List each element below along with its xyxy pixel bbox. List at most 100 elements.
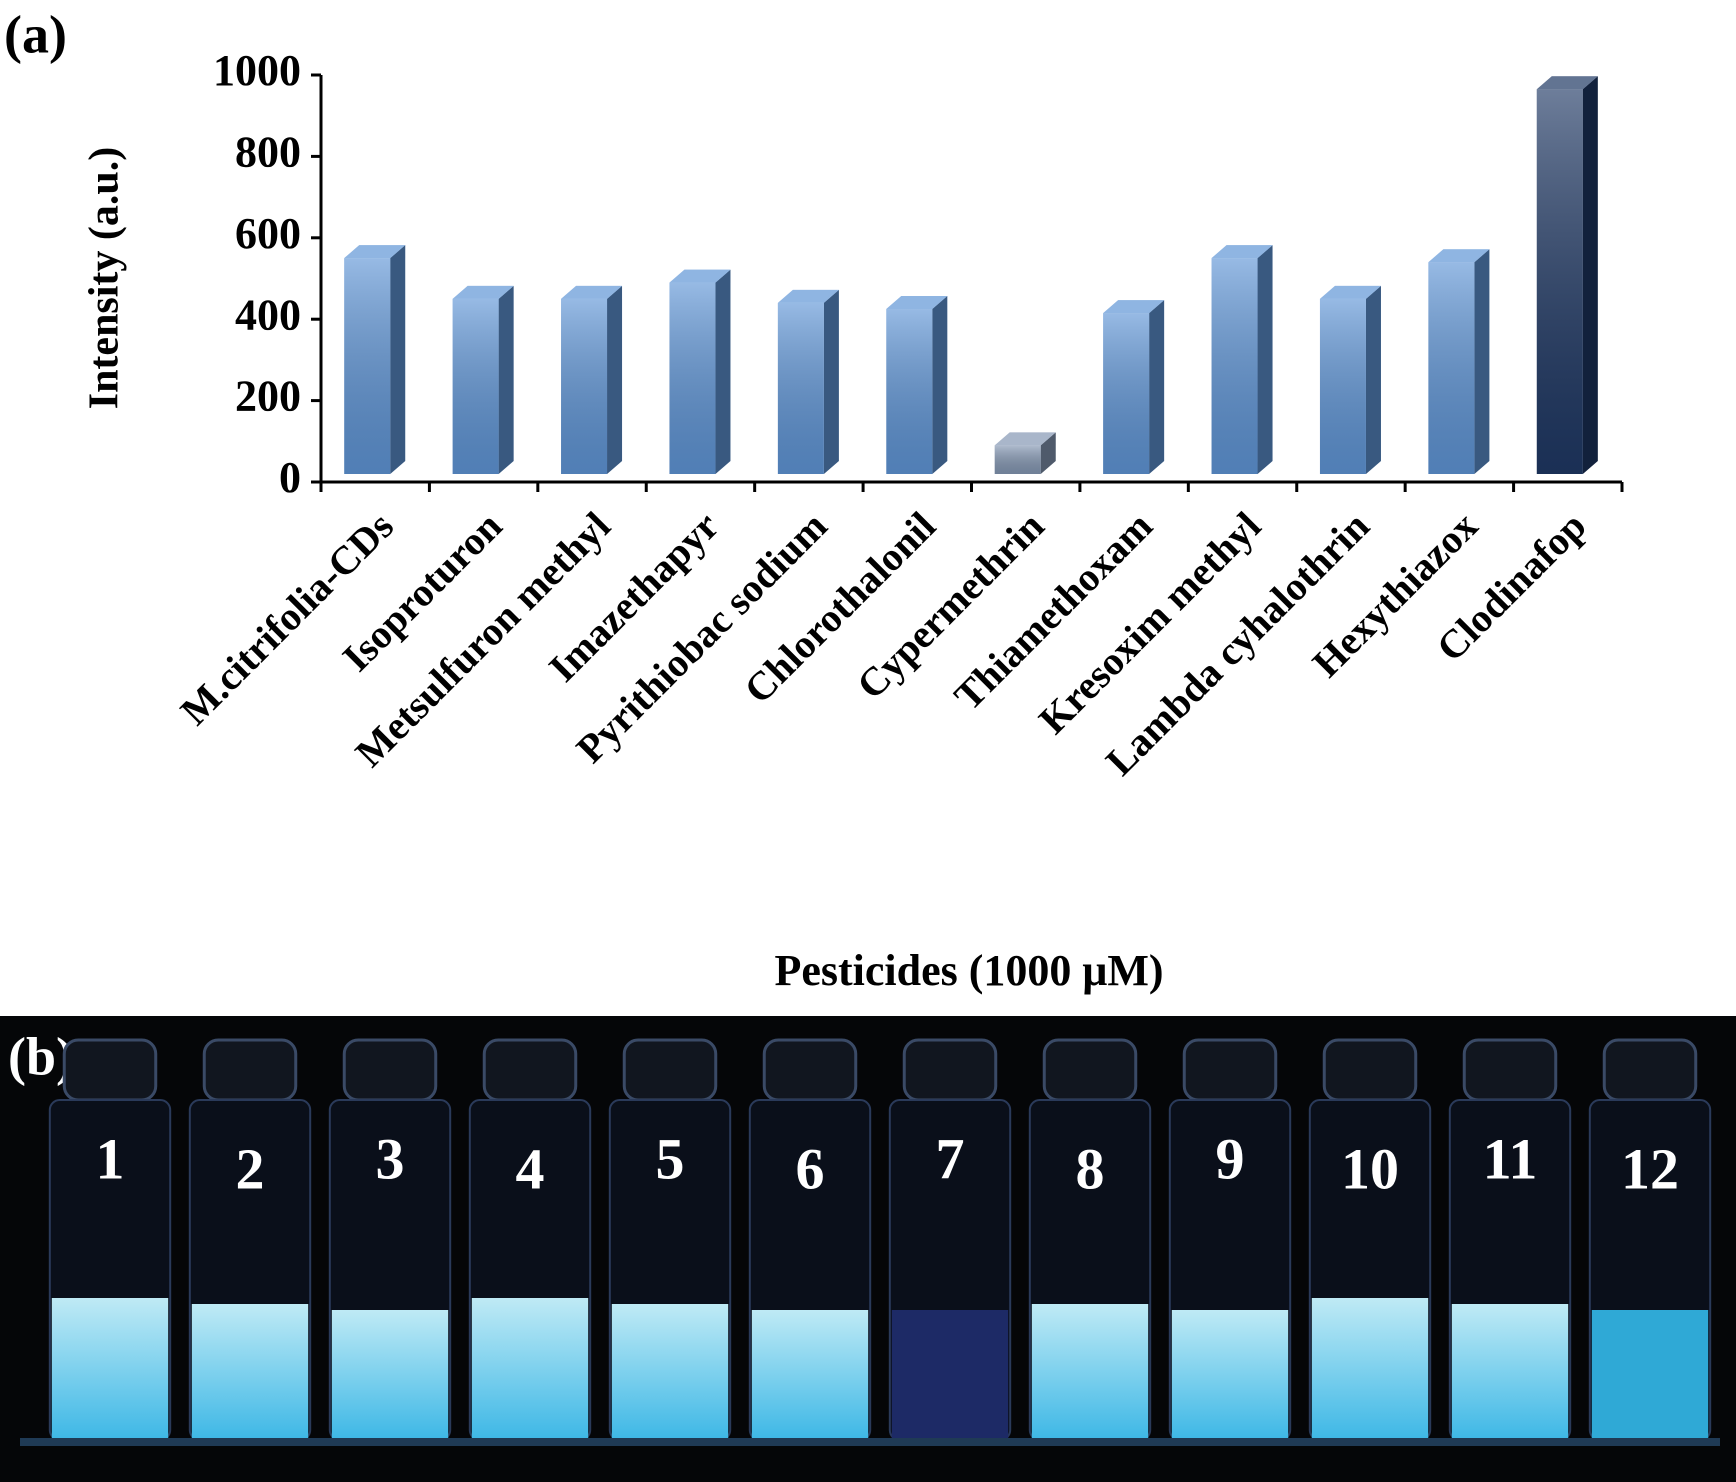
vial-liquid bbox=[1031, 1304, 1149, 1438]
bar-top-shade bbox=[1211, 245, 1273, 259]
vial-label: 6 bbox=[796, 1136, 825, 1201]
bar-top bbox=[561, 285, 623, 299]
bar-shine bbox=[1536, 89, 1583, 475]
bar-top-shade bbox=[1536, 76, 1598, 90]
bar-side-shade bbox=[390, 245, 406, 474]
bar-top-shade bbox=[452, 285, 514, 299]
vial-cap bbox=[622, 1038, 718, 1102]
x-axis-title: Pesticides (1000 μM) bbox=[774, 946, 1163, 995]
bar-side-shade bbox=[1474, 249, 1490, 474]
vial-label: 7 bbox=[936, 1126, 965, 1191]
bar-side-shade bbox=[932, 296, 948, 474]
vial-cap bbox=[1042, 1038, 1138, 1102]
vial-label: 9 bbox=[1216, 1126, 1245, 1191]
y-tick-label: 600 bbox=[235, 209, 301, 258]
vial-cap bbox=[1602, 1038, 1698, 1102]
bar-shine bbox=[1428, 262, 1475, 474]
bar-top-shade bbox=[1428, 249, 1490, 263]
bar-side-shade bbox=[1040, 432, 1056, 474]
bar-side-shade bbox=[1582, 76, 1598, 475]
bar-shine bbox=[777, 302, 824, 474]
bar-top bbox=[452, 285, 514, 299]
vial-cap bbox=[62, 1038, 158, 1102]
bar-shine bbox=[344, 258, 391, 474]
bar-side bbox=[932, 296, 948, 474]
bar-side-shade bbox=[1257, 245, 1273, 474]
bar-top bbox=[994, 432, 1056, 446]
y-tick-label: 0 bbox=[279, 453, 301, 502]
vial-label: 4 bbox=[516, 1136, 545, 1201]
vials: 1 2 3 4 5 6 7 8 9 10 11 12 bbox=[20, 1038, 1720, 1446]
bar-side bbox=[1365, 285, 1381, 474]
bar-side bbox=[390, 245, 406, 474]
bar-side bbox=[498, 285, 514, 474]
bar-side-shade bbox=[1365, 285, 1381, 474]
bar-shine bbox=[669, 282, 716, 474]
bar-shine bbox=[886, 309, 933, 474]
bar-top bbox=[1536, 76, 1598, 90]
vial-liquid bbox=[611, 1304, 729, 1438]
vial-cap bbox=[202, 1038, 298, 1102]
bar-top bbox=[1211, 245, 1273, 259]
bar-side-shade bbox=[607, 285, 623, 474]
bar-top bbox=[1103, 300, 1165, 314]
x-tick-label: Chlorothalonil bbox=[735, 503, 944, 712]
vial-liquid bbox=[1451, 1304, 1569, 1438]
vial-label: 3 bbox=[376, 1126, 405, 1191]
vial-cap bbox=[1462, 1038, 1558, 1102]
bar-side bbox=[1474, 249, 1490, 474]
bar-top-shade bbox=[886, 296, 948, 310]
vial-liquid bbox=[891, 1310, 1009, 1438]
bar-top-shade bbox=[1103, 300, 1165, 314]
bar-top-shade bbox=[994, 432, 1056, 446]
vial-liquid bbox=[51, 1298, 169, 1438]
vial-cap bbox=[482, 1038, 578, 1102]
bar-side bbox=[1040, 432, 1056, 474]
bar-top-shade bbox=[669, 269, 731, 283]
vial-liquid bbox=[331, 1310, 449, 1438]
y-axis-title: Intensity (a.u.) bbox=[82, 147, 128, 410]
bar-shine bbox=[1319, 298, 1366, 474]
bar-top bbox=[777, 289, 839, 303]
bar-side-shade bbox=[498, 285, 514, 474]
bar-shine bbox=[452, 298, 499, 474]
bar-shine bbox=[1211, 258, 1258, 474]
bar-side-shade bbox=[1149, 300, 1165, 474]
bar-side-shade bbox=[715, 269, 731, 474]
vial-liquid bbox=[471, 1298, 589, 1438]
bar-side-shade bbox=[823, 289, 839, 474]
bar-side bbox=[823, 289, 839, 474]
x-tick-label: Cypermethrin bbox=[848, 503, 1053, 708]
vial-label: 11 bbox=[1483, 1126, 1538, 1191]
bar-shine bbox=[1103, 313, 1150, 474]
bar-side bbox=[1257, 245, 1273, 474]
bar-top bbox=[344, 245, 406, 259]
bar-side bbox=[715, 269, 731, 474]
plot: 02004006008001000M.citrifolia-CDsIsoprot… bbox=[172, 46, 1624, 784]
bar-top-shade bbox=[561, 285, 623, 299]
bar-side bbox=[1149, 300, 1165, 474]
bar-top bbox=[886, 296, 948, 310]
vial-label: 1 bbox=[96, 1126, 125, 1191]
vial-cap bbox=[342, 1038, 438, 1102]
vial-cap bbox=[762, 1038, 858, 1102]
vial-label: 12 bbox=[1621, 1136, 1679, 1201]
vial-cap bbox=[902, 1038, 998, 1102]
y-tick-label: 200 bbox=[235, 372, 301, 421]
y-tick-label: 1000 bbox=[213, 46, 301, 95]
bar-top bbox=[669, 269, 731, 283]
vial-cap bbox=[1182, 1038, 1278, 1102]
vial-label: 5 bbox=[656, 1126, 685, 1191]
vial-label: 8 bbox=[1076, 1136, 1105, 1201]
vial-liquid bbox=[751, 1310, 869, 1438]
bar-top-shade bbox=[777, 289, 839, 303]
shelf bbox=[20, 1438, 1720, 1446]
bar-top bbox=[1319, 285, 1381, 299]
vial-liquid bbox=[191, 1304, 309, 1438]
bar-top-shade bbox=[344, 245, 406, 259]
bar-top bbox=[1428, 249, 1490, 263]
vial-liquid bbox=[1591, 1310, 1709, 1438]
vial-label: 2 bbox=[236, 1136, 265, 1201]
panel-label: (a) bbox=[4, 4, 67, 64]
